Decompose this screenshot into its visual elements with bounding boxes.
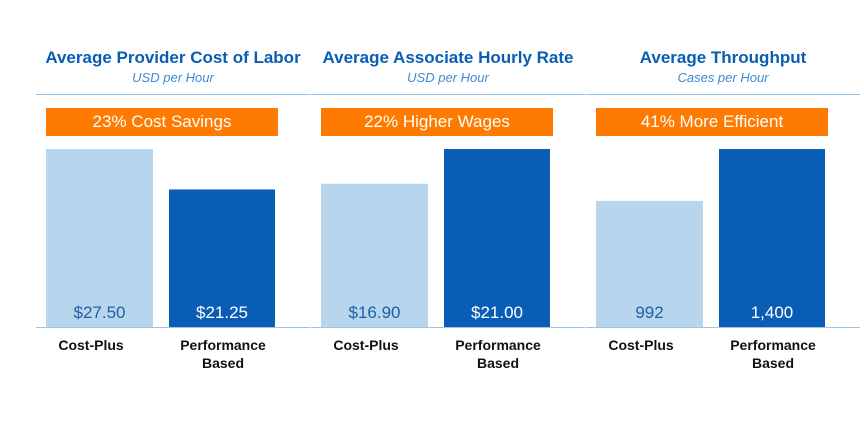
bar-cost-plus (321, 183, 428, 327)
chart-baseline (586, 327, 860, 328)
category-label: Cost-Plus (58, 337, 124, 353)
savings-banner: 23% Cost Savings (46, 108, 278, 136)
bar-performance-based (719, 149, 825, 327)
bar-value-label: $27.50 (74, 303, 126, 322)
chart-subtitle: USD per Hour (407, 70, 489, 85)
bar-cost-plus (596, 200, 703, 327)
wages-banner: 22% Higher Wages (321, 108, 553, 136)
bar-value-label: $21.00 (471, 303, 523, 322)
chart-panel-provider-cost: Average Provider Cost of Labor USD per H… (36, 0, 310, 432)
bar-chart: $16.90 $21.00 (321, 149, 550, 327)
bar-performance-based (169, 189, 275, 327)
chart-baseline (36, 327, 310, 328)
title-divider (586, 94, 860, 95)
efficiency-banner: 41% More Efficient (596, 108, 828, 136)
chart-title: Average Throughput (639, 48, 807, 67)
chart-title: Average Associate Hourly Rate (322, 48, 574, 67)
chart-panel-throughput: Average Throughput Cases per Hour 41% Mo… (586, 0, 860, 432)
chart-panel-associate-rate: Average Associate Hourly Rate USD per Ho… (311, 0, 585, 432)
category-label: Cost-Plus (333, 337, 399, 353)
chart-subtitle: USD per Hour (132, 70, 214, 85)
category-label: Performance Based (180, 337, 266, 371)
bar-value-label: 1,400 (751, 303, 794, 322)
bar-chart: $27.50 $21.25 (46, 149, 275, 327)
bar-chart: 992 1,400 (596, 149, 825, 327)
bar-performance-based (444, 149, 550, 327)
bar-value-label: 992 (635, 303, 663, 322)
bar-cost-plus (46, 149, 153, 327)
title-divider (36, 94, 310, 95)
category-label: Performance Based (730, 337, 816, 371)
chart-subtitle: Cases per Hour (677, 70, 769, 85)
title-divider (311, 94, 585, 95)
category-label: Performance Based (455, 337, 541, 371)
bar-value-label: $16.90 (349, 303, 401, 322)
chart-baseline (311, 327, 585, 328)
chart-title: Average Provider Cost of Labor (45, 48, 301, 67)
bar-value-label: $21.25 (196, 303, 248, 322)
category-label: Cost-Plus (608, 337, 674, 353)
